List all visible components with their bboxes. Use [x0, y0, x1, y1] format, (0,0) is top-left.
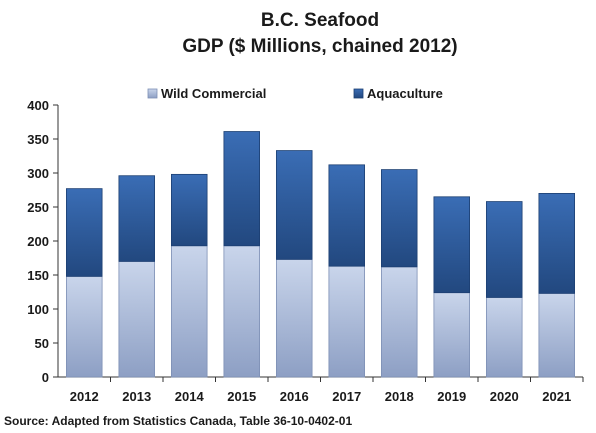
- bar-wild-commercial-2016: [275, 258, 313, 378]
- y-tick-label: 150: [27, 268, 49, 283]
- bar-aquaculture-2016: [275, 150, 313, 260]
- bar-wild-commercial-2020: [485, 297, 523, 378]
- legend-label: Wild Commercial: [161, 86, 266, 101]
- x-tick-label: 2015: [227, 389, 256, 404]
- y-tick-label: 300: [27, 166, 49, 181]
- x-tick-label: 2014: [175, 389, 205, 404]
- bar-wild-commercial-2019: [433, 292, 470, 378]
- x-tick-label: 2021: [542, 389, 571, 404]
- y-tick-label: 400: [27, 98, 49, 113]
- legend-label: Aquaculture: [367, 86, 443, 101]
- y-tick-label: 200: [27, 234, 49, 249]
- x-tick-label: 2016: [280, 389, 309, 404]
- bar-aquaculture-2021: [538, 192, 576, 294]
- bar-wild-commercial-2013: [118, 260, 156, 378]
- bar-wild-commercial-2015: [223, 245, 260, 378]
- y-tick-label: 250: [27, 200, 49, 215]
- bars: [66, 131, 576, 378]
- x-tick-label: 2013: [122, 389, 151, 404]
- chart-title: B.C. Seafood: [261, 10, 379, 31]
- x-tick-label: 2020: [490, 389, 519, 404]
- bar-wild-commercial-2012: [66, 275, 103, 378]
- x-tick-label: 2019: [437, 389, 466, 404]
- y-tick-label: 350: [27, 132, 49, 147]
- bar-aquaculture-2020: [485, 201, 523, 298]
- legend-swatch: [353, 88, 364, 99]
- x-tick-label: 2017: [332, 389, 361, 404]
- bar-aquaculture-2013: [118, 175, 156, 262]
- x-tick-label: 2012: [70, 389, 99, 404]
- x-tick-label: 2018: [385, 389, 414, 404]
- source-note: Source: Adapted from Statistics Canada, …: [4, 414, 353, 428]
- bar-wild-commercial-2017: [328, 265, 365, 378]
- bar-aquaculture-2019: [433, 196, 470, 294]
- chart-subtitle: GDP ($ Millions, chained 2012): [182, 36, 457, 57]
- legend: Wild Commercial Aquaculture: [147, 86, 443, 101]
- bar-aquaculture-2017: [328, 164, 365, 267]
- bar-wild-commercial-2018: [380, 266, 418, 378]
- bar-aquaculture-2018: [380, 169, 418, 268]
- y-tick-label: 0: [42, 370, 49, 385]
- bar-wild-commercial-2021: [538, 292, 576, 378]
- bar-aquaculture-2014: [170, 173, 208, 247]
- bar-aquaculture-2012: [66, 188, 103, 277]
- y-tick-label: 50: [35, 336, 49, 351]
- legend-swatch: [147, 88, 158, 99]
- y-tick-label: 100: [27, 302, 49, 317]
- bar-wild-commercial-2014: [170, 245, 208, 378]
- bar-aquaculture-2015: [223, 131, 260, 247]
